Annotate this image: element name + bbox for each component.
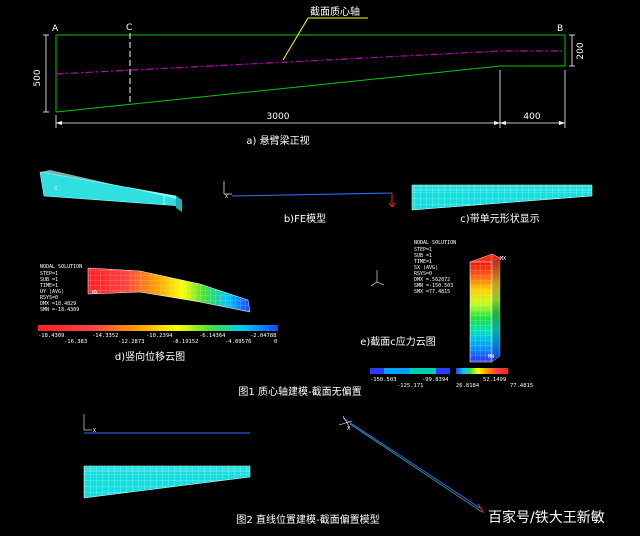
svg-text:NODAL SOLUTION: NODAL SOLUTION [40, 264, 82, 270]
figure-2-offset-model: X X 图2 直线位置建模-截面偏置模型 [83, 414, 485, 526]
caption-a: a) 悬臂梁正视 [246, 134, 309, 147]
panel-d-displacement: NODAL SOLUTION STEP=1 SUB =1 TIME=1 UY (… [38, 264, 278, 363]
svg-text:SMN =-150.503: SMN =-150.503 [414, 283, 453, 289]
svg-text:SMN =-18.4309: SMN =-18.4309 [40, 307, 79, 313]
svg-text:STEP=1: STEP=1 [414, 247, 432, 253]
svg-text:SUB =1: SUB =1 [414, 253, 432, 259]
svg-text:X: X [93, 428, 96, 434]
caption-c: c)带单元形状显示 [460, 212, 539, 225]
svg-text:MX: MX [92, 290, 98, 296]
offset-3d-line [342, 417, 481, 509]
panel-c-element-shape: c)带单元形状显示 [411, 184, 593, 225]
mn-marker: MN [488, 354, 494, 360]
panel-b-fe-model: X b)FE模型 [223, 181, 396, 225]
point-c-label: C [126, 23, 132, 33]
legend-d-tick: -2.04788 [250, 333, 277, 339]
legend-d-tick: -14.3352 [92, 333, 119, 339]
caption-d: d)竖向位移云图 [115, 350, 185, 363]
svg-text:NODAL SOLUTION: NODAL SOLUTION [414, 240, 456, 246]
legend-e-tick: -125.171 [397, 383, 424, 389]
legend-d-tick: -18.4309 [38, 333, 65, 339]
centroid-axis [55, 50, 565, 75]
legend-d-tick: -16.383 [64, 339, 87, 345]
legend-e-tick: 52.1499 [483, 377, 506, 383]
svg-text:SX (AVG): SX (AVG) [414, 265, 438, 271]
legend-e-tick: -150.503 [370, 377, 397, 383]
dim-main-text: 3000 [267, 112, 290, 122]
svg-text:X: X [54, 186, 57, 192]
beam-bottom-edge [55, 65, 565, 113]
legend-d-tick: -12.2873 [118, 339, 145, 345]
legend-d-tick: -10.2394 [146, 333, 173, 339]
svg-text:DMX =.562072: DMX =.562072 [414, 277, 450, 283]
axis-leader-line [282, 17, 309, 61]
svg-text:TIME=1: TIME=1 [414, 259, 432, 265]
panel-e-section-stress: NODAL SOLUTION STEP=1 SUB =1 TIME=1 SX (… [360, 240, 533, 389]
point-b-label: B [557, 24, 563, 34]
watermark-text: 百家号/铁大王新敏 [488, 509, 605, 526]
legend-d-tick: -4.09576 [225, 339, 252, 345]
caption-b: b)FE模型 [284, 212, 326, 225]
displacement-legend-bar [38, 325, 278, 331]
meshed-beam-shape [411, 184, 593, 211]
offset-meshed-beam [83, 465, 251, 499]
svg-text:X: X [225, 194, 228, 200]
legend-e-tick: 77.4815 [510, 383, 533, 389]
legend-d-tick: 0 [274, 339, 277, 345]
svg-text:UY (AVG): UY (AVG) [40, 289, 64, 295]
legend-d-tick: -8.19152 [172, 339, 199, 345]
figure-1-caption: 图1 质心轴建模-截面无偏置 [238, 385, 361, 398]
mx-marker: MX [500, 256, 506, 262]
dim-left-text: 500 [33, 69, 43, 86]
svg-text:RSYS=0: RSYS=0 [414, 271, 432, 277]
centroid-axis-label: 截面质心轴 [310, 5, 360, 18]
panel-e-info-block: NODAL SOLUTION STEP=1 SUB =1 TIME=1 SX (… [414, 240, 456, 295]
stress-legend-bar-warm [456, 368, 508, 374]
figure-2-caption: 图2 直线位置建模-截面偏置模型 [236, 513, 379, 526]
panel-d-info-block: NODAL SOLUTION STEP=1 SUB =1 TIME=1 UY (… [40, 264, 82, 313]
svg-text:TIME=1: TIME=1 [40, 283, 58, 289]
svg-text:X: X [347, 426, 350, 432]
svg-text:RSYS=0: RSYS=0 [40, 295, 58, 301]
panel-a-elevation: A C B 截面质心轴 500 200 3000 400 a) 悬臂梁正视 [33, 5, 586, 147]
fe-line-element [231, 192, 393, 197]
panel-3d-beam: X [39, 170, 183, 212]
caption-e: e)截面c应力云图 [360, 335, 436, 348]
dim-end-text: 400 [523, 112, 540, 122]
svg-text:DMX =18.4829: DMX =18.4829 [40, 301, 76, 307]
legend-e-tick: -99.8394 [422, 377, 449, 383]
dim-right-text: 200 [576, 42, 586, 59]
legend-e-tick: 26.8184 [456, 383, 480, 389]
point-a-label: A [52, 24, 59, 34]
svg-text:STEP=1: STEP=1 [40, 271, 58, 277]
svg-text:SUB =1: SUB =1 [40, 277, 58, 283]
legend-d-tick: -6.14364 [199, 333, 226, 339]
svg-text:SMX =77.4815: SMX =77.4815 [414, 289, 450, 295]
